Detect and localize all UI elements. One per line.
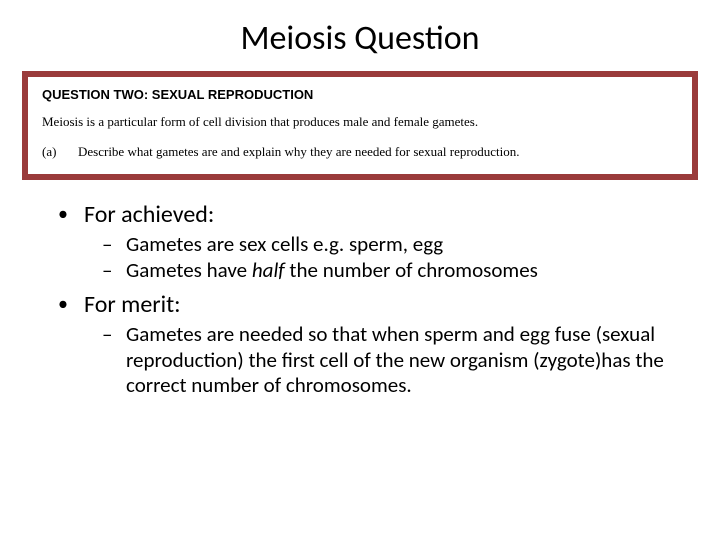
- question-box: QUESTION TWO: SEXUAL REPRODUCTION Meiosi…: [22, 71, 698, 180]
- bullet-list: • For achieved: – Gametes are sex cells …: [58, 200, 682, 398]
- sub-bullet-text: Gametes are needed so that when sperm an…: [126, 322, 682, 398]
- bullet-icon: •: [58, 290, 84, 320]
- part-text: Describe what gametes are and explain wh…: [78, 144, 519, 160]
- dash-icon: –: [102, 232, 126, 257]
- bullet-text: For achieved:: [84, 200, 214, 230]
- bullet-achieved: • For achieved:: [58, 200, 682, 230]
- slide-title: Meiosis Question: [0, 18, 720, 59]
- bullet-icon: •: [58, 200, 84, 230]
- sub-bullet: – Gametes are sex cells e.g. sperm, egg: [102, 232, 682, 257]
- dash-icon: –: [102, 258, 126, 283]
- bullet-text: For merit:: [84, 290, 181, 320]
- question-part-a: (a) Describe what gametes are and explai…: [42, 144, 678, 160]
- bullet-merit: • For merit:: [58, 290, 682, 320]
- sub-bullet-text: Gametes are sex cells e.g. sperm, egg: [126, 232, 443, 257]
- sub-bullet: – Gametes have half the number of chromo…: [102, 258, 682, 283]
- sub-bullet: – Gametes are needed so that when sperm …: [102, 322, 682, 398]
- question-heading: QUESTION TWO: SEXUAL REPRODUCTION: [42, 87, 678, 102]
- question-intro: Meiosis is a particular form of cell div…: [42, 114, 678, 130]
- dash-icon: –: [102, 322, 126, 398]
- sub-bullet-text: Gametes have half the number of chromoso…: [126, 258, 538, 283]
- slide-container: Meiosis Question QUESTION TWO: SEXUAL RE…: [0, 0, 720, 540]
- part-label: (a): [42, 144, 78, 160]
